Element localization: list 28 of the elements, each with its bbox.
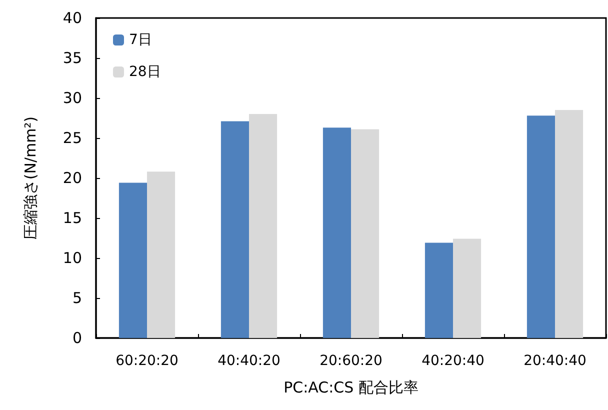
- bar: [220, 121, 249, 338]
- y-tick-label: 25: [62, 129, 82, 147]
- x-tick-label: 40:20:40: [422, 353, 484, 369]
- bar: [147, 172, 176, 338]
- bar: [351, 129, 380, 338]
- y-tick-label: 35: [62, 49, 82, 67]
- y-tick-label: 40: [62, 9, 82, 27]
- bar: [453, 238, 482, 338]
- y-tick-label: 0: [72, 329, 82, 347]
- y-axis-title: 圧縮強さ(N/mm²): [22, 116, 40, 240]
- bar: [249, 114, 278, 338]
- x-tick-label: 40:40:20: [218, 353, 280, 369]
- bar: [526, 116, 555, 338]
- x-tick-label: 20:40:40: [524, 353, 586, 369]
- legend-label: 7日: [129, 32, 152, 48]
- y-tick-label: 15: [62, 209, 82, 227]
- bar: [118, 182, 147, 338]
- x-tick-label: 60:20:20: [116, 353, 178, 369]
- y-tick-label: 5: [72, 289, 82, 307]
- y-tick-label: 20: [62, 169, 82, 187]
- y-tick-label: 30: [62, 89, 82, 107]
- bar: [424, 242, 453, 338]
- bar: [555, 110, 584, 338]
- x-tick-label: 20:60:20: [320, 353, 382, 369]
- bar: [322, 128, 351, 338]
- x-axis-title: PC:AC:CS 配合比率: [284, 378, 418, 396]
- legend-label: 28日: [129, 64, 161, 80]
- y-tick-label: 10: [62, 249, 82, 267]
